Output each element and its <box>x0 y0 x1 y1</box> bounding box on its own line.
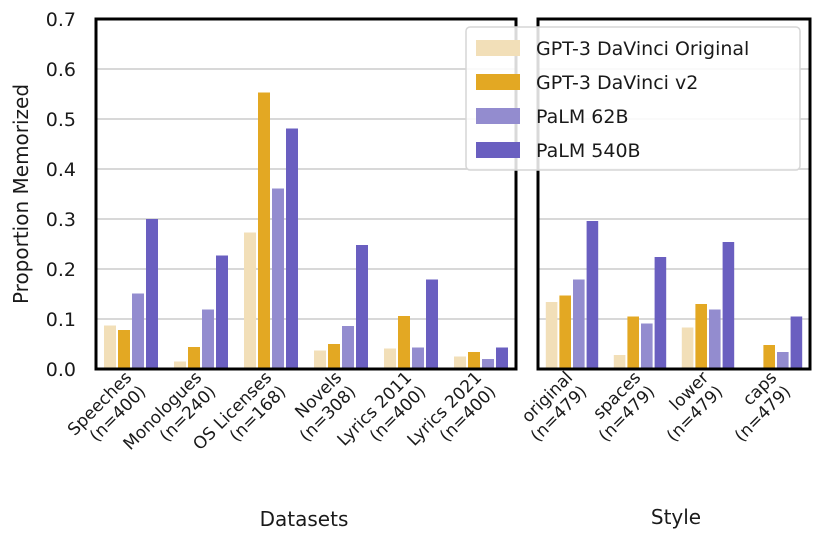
y-tick-label: 0.5 <box>46 109 76 131</box>
bar-palm-62b-os-licenses <box>272 188 284 369</box>
bar-palm-62b-monologues <box>202 309 214 369</box>
left-x-axis-label: Datasets <box>260 507 349 531</box>
bar-palm-540b-novels <box>356 245 368 369</box>
bar-palm-62b-original <box>573 279 585 369</box>
left-bars <box>104 92 508 369</box>
bar-palm-540b-monologues <box>216 255 228 369</box>
bar-palm-540b-caps <box>790 316 803 369</box>
right-x-axis-label: Style <box>651 505 701 529</box>
bar-palm-540b-os-licenses <box>286 128 298 369</box>
x-tick-label: spaces(n=479) <box>589 368 659 446</box>
right-plot-frame <box>536 17 812 371</box>
bar-palm-540b-lyrics-2021 <box>496 347 508 369</box>
bar-gpt-3-davinci-original-lyrics-2011 <box>384 348 396 369</box>
bar-palm-540b-lower <box>722 242 735 369</box>
bar-gpt-3-davinci-original-original <box>545 302 558 369</box>
right-bars <box>545 221 803 369</box>
y-tick-label: 0.4 <box>46 159 76 181</box>
bar-palm-62b-spaces <box>641 323 653 369</box>
legend-swatch-palm-540b <box>476 142 520 158</box>
bar-palm-62b-lower <box>709 309 721 369</box>
bar-palm-62b-lyrics-2021 <box>482 359 494 369</box>
left-x-ticks: Speeches(n=400)Monologues(n=240)OS Licen… <box>64 368 501 455</box>
y-tick-label: 0.7 <box>46 9 76 31</box>
legend-swatch-gpt-3-davinci-v2 <box>476 74 520 90</box>
bar-gpt-3-davinci-v2-speeches <box>118 330 130 369</box>
x-tick-label: original(n=479) <box>518 368 591 446</box>
bar-palm-540b-original <box>586 221 599 369</box>
bar-gpt-3-davinci-v2-lyrics-2021 <box>468 352 480 369</box>
bar-gpt-3-davinci-v2-original <box>559 295 571 369</box>
bar-palm-62b-speeches <box>132 293 144 369</box>
y-tick-label: 0.6 <box>46 59 76 81</box>
bar-gpt-3-davinci-original-monologues <box>174 361 186 369</box>
bar-palm-540b-spaces <box>654 257 667 369</box>
bar-palm-62b-novels <box>342 326 354 369</box>
bar-gpt-3-davinci-original-lower <box>681 327 694 369</box>
bar-palm-540b-lyrics-2011 <box>426 279 438 369</box>
legend-swatch-palm-62b <box>476 108 520 124</box>
y-tick-label: 0.3 <box>46 209 76 231</box>
y-axis-ticks: 0.0 0.1 0.2 0.3 0.4 0.5 0.6 0.7 <box>46 9 76 381</box>
legend-box <box>465 26 801 171</box>
legend-swatch-gpt-3-davinci-original <box>476 40 520 56</box>
x-tick-label: caps(n=479) <box>731 368 795 446</box>
bar-gpt-3-davinci-original-lyrics-2021 <box>454 356 466 369</box>
left-gridlines <box>96 18 516 370</box>
x-tick-label: Lyrics 2011(n=400) <box>334 368 431 450</box>
bar-gpt-3-davinci-v2-novels <box>328 344 340 369</box>
y-tick-label: 0.2 <box>46 259 76 281</box>
bar-gpt-3-davinci-original-novels <box>314 350 326 369</box>
right-x-ticks: original(n=479)spaces(n=479) lower(n=479)… <box>518 368 795 446</box>
legend-label: PaLM 62B <box>536 106 628 128</box>
legend: GPT-3 DaVinci Original GPT-3 DaVinci v2 Pa… <box>465 26 801 171</box>
bar-gpt-3-davinci-original-speeches <box>104 325 116 369</box>
x-tick-label: Lyrics 2021(n=400) <box>404 368 501 450</box>
y-tick-label: 0.1 <box>46 309 76 331</box>
bar-gpt-3-davinci-v2-monologues <box>188 347 200 369</box>
y-tick-label: 0.0 <box>46 359 76 381</box>
bar-gpt-3-davinci-v2-lower <box>695 304 707 369</box>
legend-label: GPT-3 DaVinci Original <box>536 38 749 60</box>
bar-palm-62b-lyrics-2011 <box>412 347 424 369</box>
bar-gpt-3-davinci-v2-lyrics-2011 <box>398 316 410 369</box>
bar-gpt-3-davinci-v2-os-licenses <box>258 92 270 369</box>
bar-gpt-3-davinci-v2-spaces <box>627 316 639 369</box>
bar-palm-540b-speeches <box>146 219 158 369</box>
bar-palm-62b-caps <box>777 352 789 369</box>
x-tick-label: lower(n=479) <box>663 368 727 446</box>
left-plot-frame <box>94 17 518 371</box>
legend-label: GPT-3 DaVinci v2 <box>536 72 698 94</box>
bar-gpt-3-davinci-original-os-licenses <box>244 232 256 369</box>
legend-label: PaLM 540B <box>536 140 641 162</box>
y-axis-label: Proportion Memorized <box>9 84 33 304</box>
bar-gpt-3-davinci-v2-caps <box>763 345 775 369</box>
bar-gpt-3-davinci-original-spaces <box>613 355 626 369</box>
